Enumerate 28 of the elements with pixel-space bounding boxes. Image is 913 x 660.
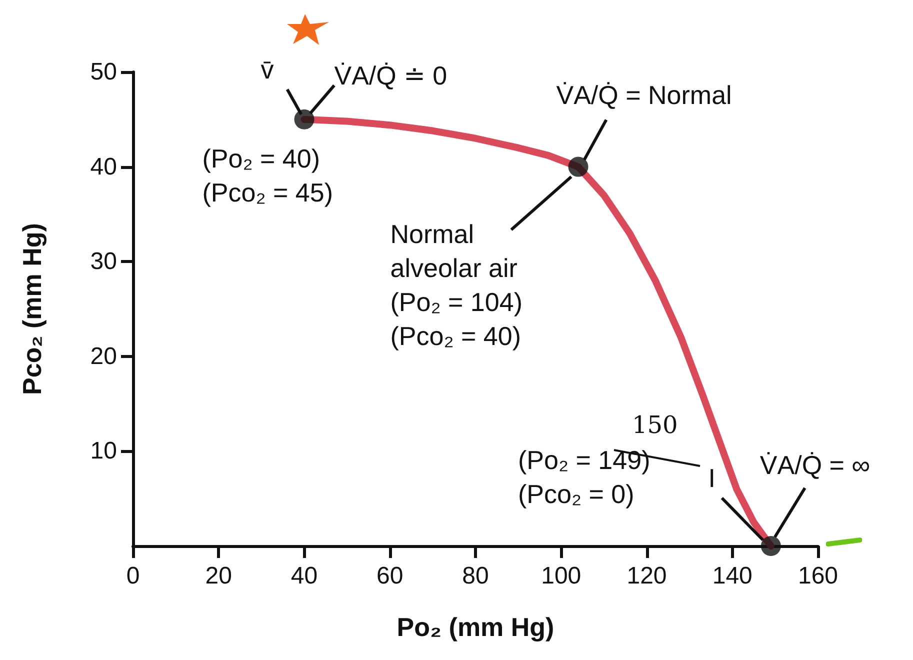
y-tick-label: 10	[90, 438, 117, 465]
annotation: (Po₂ = 40) (Pco₂ = 45)	[202, 143, 334, 208]
y-tick-label: 30	[90, 248, 117, 276]
x-axis-title: Po₂ (mm Hg)	[396, 612, 554, 642]
x-tick-label: 20	[205, 562, 232, 590]
x-tick-label: 0	[126, 562, 140, 590]
x-tick-label: 160	[798, 562, 838, 590]
annotation: Normal alveolar air (Po₂ = 104) (Pco₂ = 40)	[390, 218, 522, 351]
y-tick-label: 40	[90, 153, 117, 180]
point	[568, 156, 588, 177]
x-tick-label: 120	[626, 562, 667, 590]
point	[294, 109, 314, 130]
y-axis-title: Pco₂ (mm Hg)	[17, 223, 47, 395]
x-tick-label: 80	[462, 562, 489, 590]
y-tick-label: 50	[90, 58, 117, 86]
annotation: 150	[632, 411, 678, 439]
annotation: V̇A/Q̇ ≐ 0	[334, 60, 448, 90]
annotation: V̇A/Q̇ = ∞	[760, 450, 870, 480]
x-tick-label: 40	[290, 562, 318, 590]
x-tick-label: 100	[541, 562, 582, 590]
x-tick-label: 60	[376, 562, 404, 590]
annotation: (Po₂ = 149) (Pco₂ = 0)	[518, 445, 650, 509]
point	[760, 536, 781, 556]
annotation: v̄	[260, 54, 274, 84]
x-tick-label: 140	[712, 562, 752, 590]
annotation: I	[708, 463, 716, 493]
y-tick-label: 20	[90, 342, 117, 370]
annotation: V̇A/Q̇ = Normal	[556, 80, 732, 110]
